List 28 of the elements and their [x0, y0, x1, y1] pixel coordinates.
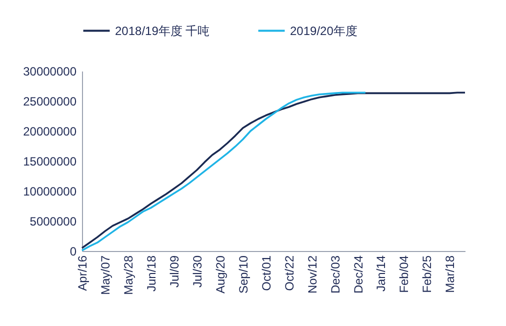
y-tick-label: 5000000 — [30, 214, 77, 228]
line-series — [81, 92, 466, 249]
y-tick-label: 20000000 — [23, 124, 77, 138]
x-tick-label: Jul/09 — [167, 255, 182, 288]
y-tick-label: 25000000 — [23, 94, 77, 108]
legend-label: 2019/20年度 — [290, 24, 358, 38]
x-tick-label: Oct/01 — [259, 255, 274, 291]
x-tick-label: May/28 — [121, 255, 136, 295]
x-tick-label: Nov/12 — [305, 255, 320, 294]
x-tick-label: Jul/30 — [190, 255, 204, 288]
x-tick-label: Feb/25 — [420, 255, 434, 293]
x-tick-label: Jan/14 — [374, 255, 388, 292]
y-tick-label: 30000000 — [23, 64, 77, 78]
x-tick-label: Oct/22 — [282, 255, 296, 291]
x-tick-label: May/07 — [98, 255, 112, 295]
x-tick-label: Feb/04 — [397, 255, 412, 293]
x-tick-label: Dec/03 — [328, 255, 342, 294]
x-tick-label: Aug/20 — [213, 255, 228, 294]
legend-label: 2018/19年度 千吨 — [115, 24, 210, 38]
x-tick-label: Apr/16 — [76, 255, 90, 291]
x-tick-label: Jun/18 — [144, 255, 158, 292]
y-tick-label: 15000000 — [23, 154, 77, 168]
y-tick-label: 0 — [70, 244, 77, 258]
y-tick-label: 10000000 — [23, 184, 77, 198]
x-tick-label: Mar/18 — [443, 255, 458, 293]
line-series — [81, 92, 366, 252]
x-tick-label: Sep/10 — [236, 255, 250, 294]
x-tick-label: Dec/24 — [351, 255, 366, 294]
